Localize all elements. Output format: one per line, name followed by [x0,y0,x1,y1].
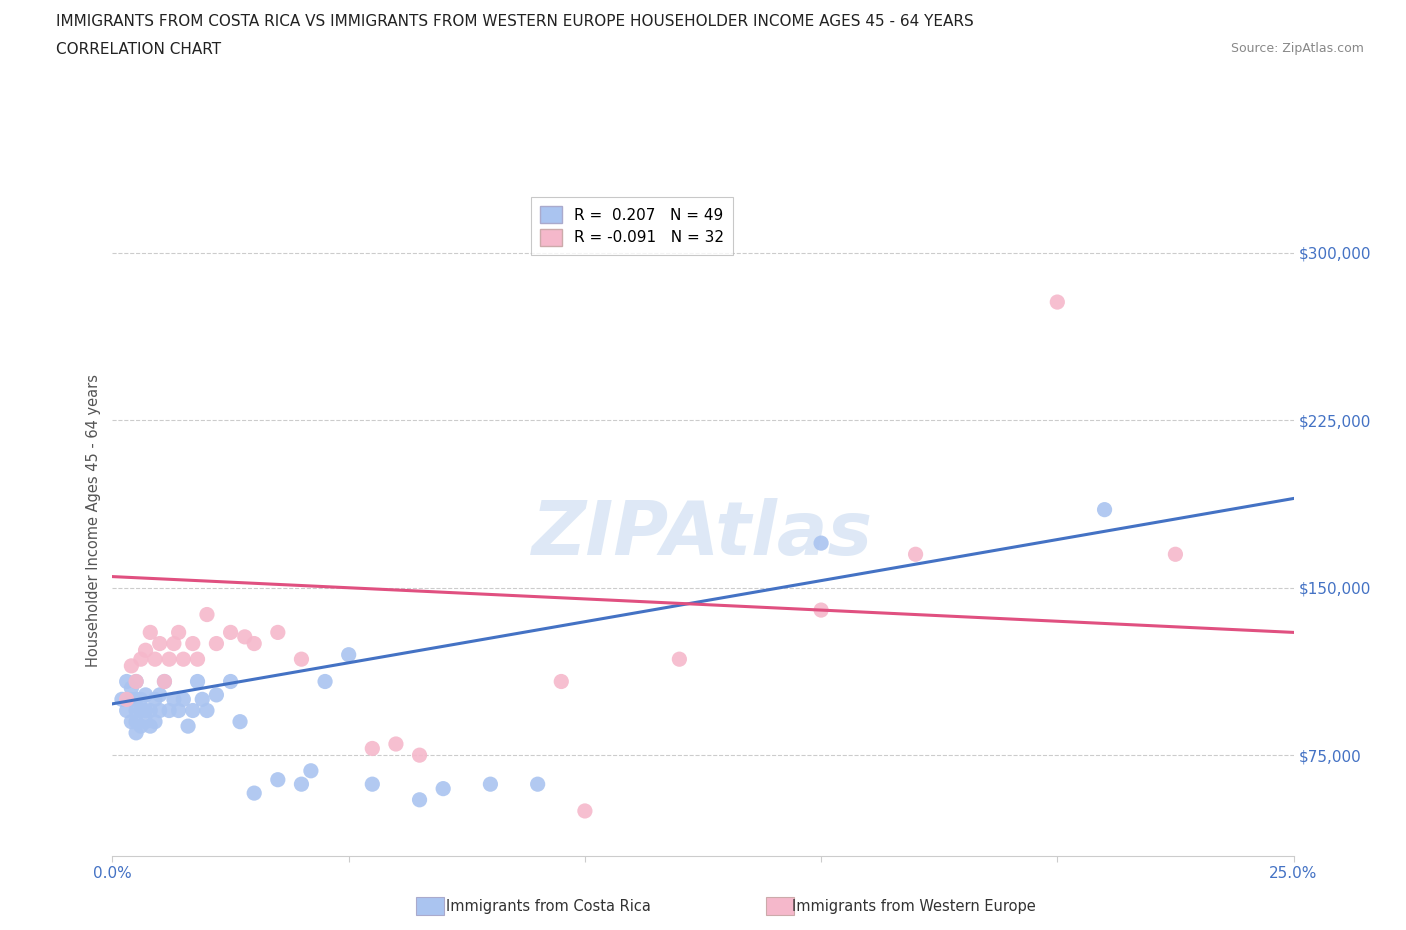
Point [408,748,430,763]
Point [361,741,384,756]
Point [129,652,152,667]
Point [139,625,162,640]
Point [233,630,256,644]
Point [120,681,142,696]
Point [149,703,172,718]
Point [167,703,190,718]
Point [186,674,208,689]
Text: Immigrants from Costa Rica: Immigrants from Costa Rica [446,899,651,914]
Point [135,714,157,729]
Point [1046,295,1069,310]
Point [191,692,214,707]
Point [526,777,548,791]
Point [1094,502,1116,517]
Point [153,674,176,689]
Text: IMMIGRANTS FROM COSTA RICA VS IMMIGRANTS FROM WESTERN EUROPE HOUSEHOLDER INCOME : IMMIGRANTS FROM COSTA RICA VS IMMIGRANTS… [56,14,974,29]
Point [135,703,157,718]
Point [337,647,360,662]
Point [810,536,832,551]
Point [129,703,152,718]
Point [125,703,148,718]
Point [205,687,228,702]
Point [153,674,176,689]
Point [167,625,190,640]
Point [219,674,242,689]
Point [186,652,208,667]
Point [177,719,200,734]
Point [290,777,312,791]
Text: ZIPAtlas: ZIPAtlas [533,498,873,571]
Point [361,777,384,791]
Point [143,692,166,707]
Point [385,737,408,751]
Bar [416,897,444,915]
Point [195,703,218,718]
Point [157,652,180,667]
Point [143,714,166,729]
Point [267,772,290,787]
Point [120,692,142,707]
Point [125,674,148,689]
Point [125,674,148,689]
Point [120,714,142,729]
Point [111,692,134,707]
Point [139,703,162,718]
Point [299,764,322,778]
Point [135,643,157,658]
Point [149,687,172,702]
Point [143,652,166,667]
Point [479,777,502,791]
Point [229,714,252,729]
Point [810,603,832,618]
Point [904,547,927,562]
Point [129,719,152,734]
Point [139,719,162,734]
Point [135,687,157,702]
Point [120,658,142,673]
Point [1164,547,1187,562]
Text: Source: ZipAtlas.com: Source: ZipAtlas.com [1230,42,1364,55]
Y-axis label: Householder Income Ages 45 - 64 years: Householder Income Ages 45 - 64 years [86,374,101,668]
Point [314,674,336,689]
Point [129,692,152,707]
Text: CORRELATION CHART: CORRELATION CHART [56,42,221,57]
Point [574,804,596,818]
Point [181,636,204,651]
Point [125,692,148,707]
Point [149,636,172,651]
Point [163,692,186,707]
Point [205,636,228,651]
Point [115,692,138,707]
Point [267,625,290,640]
Point [181,703,204,718]
Point [290,652,312,667]
Point [172,692,194,707]
Point [219,625,242,640]
Point [195,607,218,622]
Point [163,636,186,651]
Point [408,792,430,807]
Point [243,786,266,801]
Legend: R =  0.207   N = 49, R = -0.091   N = 32: R = 0.207 N = 49, R = -0.091 N = 32 [531,197,733,255]
Point [172,652,194,667]
Point [115,674,138,689]
Text: Immigrants from Western Europe: Immigrants from Western Europe [792,899,1036,914]
Point [157,703,180,718]
Point [125,714,148,729]
Point [550,674,572,689]
Bar [766,897,794,915]
Point [115,703,138,718]
Point [125,725,148,740]
Point [668,652,690,667]
Point [432,781,454,796]
Point [243,636,266,651]
